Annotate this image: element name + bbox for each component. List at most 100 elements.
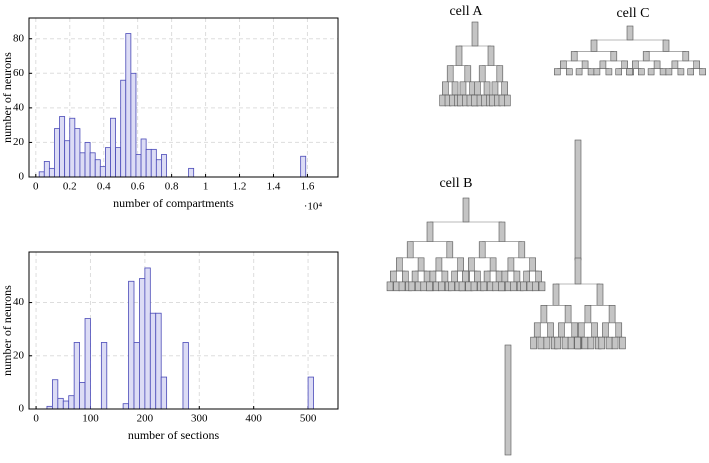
bar	[133, 342, 140, 410]
tree-segment	[451, 81, 459, 96]
bar	[149, 312, 157, 410]
bar	[140, 138, 147, 178]
cell-label: cell A	[449, 4, 483, 19]
tree-segment	[665, 68, 673, 76]
tree-segment	[538, 281, 546, 292]
tree-segment	[530, 336, 537, 350]
tree-segment	[647, 68, 655, 76]
bar	[135, 154, 142, 178]
y-tick-label: 0	[19, 171, 25, 183]
bar	[79, 152, 86, 178]
y-axis-label: number of neurons	[0, 285, 14, 376]
tree-segment	[507, 257, 515, 272]
x-tick-label: 0.6	[131, 181, 145, 193]
tree-segment	[662, 39, 670, 52]
tree-segment	[587, 336, 595, 350]
y-tick-label: 20	[13, 136, 25, 148]
tree-segment	[483, 81, 491, 96]
tree-segment	[610, 51, 618, 62]
bar	[307, 376, 314, 410]
tree-segment	[543, 336, 551, 350]
tree-segment	[426, 221, 434, 242]
tree-segment	[478, 241, 486, 259]
x-tick-label: 0.2	[63, 181, 77, 193]
tree-segment	[492, 281, 500, 292]
x-tick-label: 1.6	[301, 181, 315, 193]
tree-segment	[598, 336, 606, 350]
tree-segment	[547, 322, 554, 338]
tree-segment	[554, 68, 561, 76]
plot-frame	[28, 17, 339, 178]
tree-segment	[529, 257, 536, 272]
bar	[73, 342, 80, 410]
tree-segment	[411, 270, 419, 283]
bar	[182, 342, 189, 410]
bar	[115, 147, 122, 178]
bar	[300, 155, 307, 178]
tree-segment	[581, 336, 589, 350]
tree-segment	[398, 281, 406, 292]
tree-segment	[608, 305, 616, 324]
tree-segment	[401, 270, 409, 283]
tree-segment	[423, 270, 431, 283]
tree-segment	[637, 68, 645, 76]
tree-segment	[599, 60, 607, 69]
y-tick-label: 60	[13, 67, 25, 79]
tree-segment	[626, 68, 633, 76]
tree-segment	[429, 270, 437, 283]
x-tick-label: 100	[82, 413, 99, 425]
tree-segment	[468, 257, 475, 272]
y-tick-label: 40	[13, 101, 25, 113]
tree-segment	[605, 68, 613, 76]
tree-segment	[498, 281, 505, 292]
tree-segment	[473, 270, 481, 283]
tree-segment	[570, 51, 578, 62]
tree-segment	[552, 283, 560, 306]
bar	[105, 147, 111, 178]
tree-segment	[504, 94, 511, 107]
tree-segment	[693, 60, 700, 69]
tree-segment	[480, 281, 488, 292]
tree-segment	[596, 283, 604, 306]
cell-label: cell B	[439, 176, 472, 191]
tree-segment	[590, 39, 598, 52]
bar	[79, 381, 86, 410]
tree-segment	[390, 270, 397, 283]
tree-segment	[587, 68, 595, 76]
tree-segment	[448, 281, 455, 292]
tree-segment	[498, 221, 506, 242]
bar	[100, 342, 108, 410]
tree-segment	[537, 336, 545, 350]
tree-segment	[438, 281, 445, 292]
tree-segment	[496, 65, 504, 83]
tree-segment	[504, 344, 512, 456]
bar	[84, 142, 91, 178]
tree-segment	[420, 281, 428, 292]
tree-segment	[581, 60, 589, 69]
tree-segment	[471, 21, 479, 47]
bar	[125, 33, 132, 178]
tree-segment	[520, 281, 527, 292]
tree-segment	[682, 51, 690, 62]
bar	[89, 152, 96, 178]
bar	[110, 117, 116, 178]
bar	[69, 117, 76, 178]
tree-segment	[577, 322, 585, 338]
tree-segment	[626, 25, 634, 41]
bar	[145, 148, 152, 178]
tree-segment	[408, 281, 416, 292]
bar	[150, 148, 157, 178]
bar	[48, 167, 55, 178]
bar	[120, 79, 127, 178]
tree-segment	[489, 257, 497, 272]
tree-segment	[455, 45, 463, 66]
bar	[139, 278, 146, 410]
bar	[38, 171, 45, 178]
tree-segment	[457, 257, 464, 272]
x-tick-label: 0	[33, 413, 39, 425]
tree-segment	[615, 322, 623, 338]
bar	[68, 395, 75, 410]
bar	[62, 400, 70, 410]
tree-segment	[554, 336, 562, 350]
